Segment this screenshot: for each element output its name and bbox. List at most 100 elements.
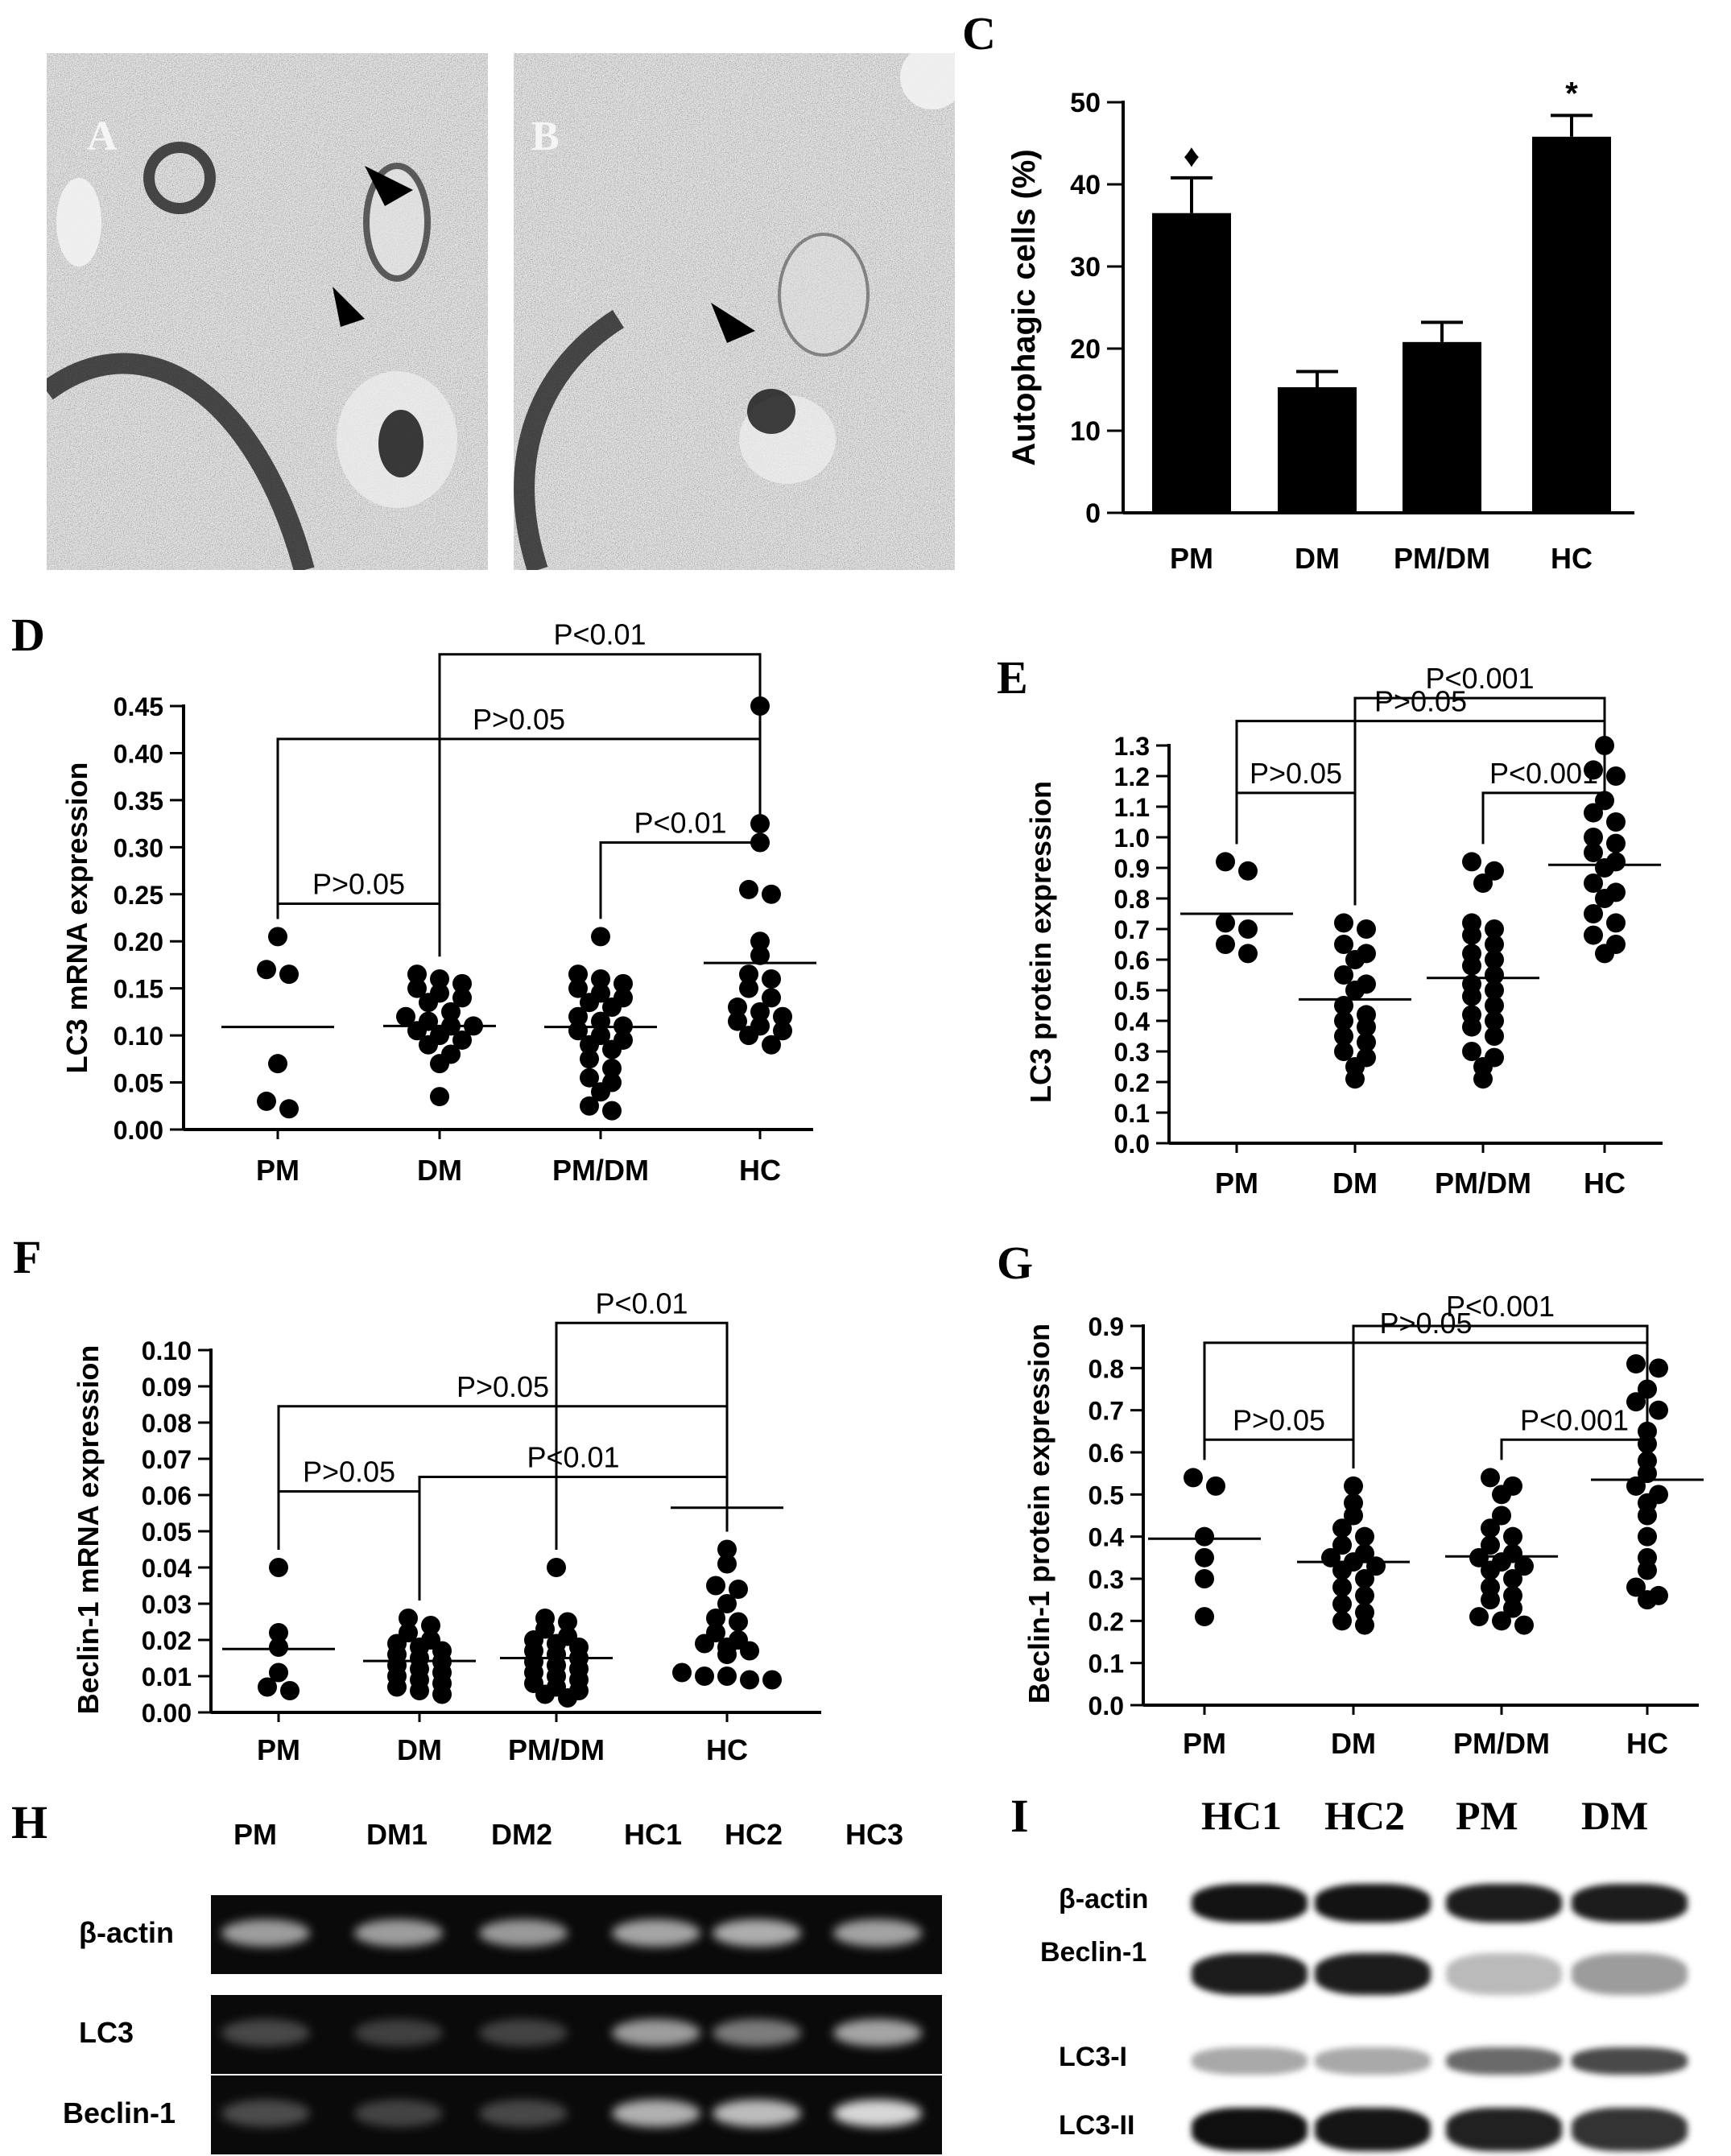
f-data-point xyxy=(695,1634,714,1654)
g-data-point xyxy=(1492,1505,1511,1526)
panel-label-d: D xyxy=(11,609,45,661)
g-data-point xyxy=(1355,1569,1374,1588)
g-significance-bracket xyxy=(1352,1324,1649,1468)
panel-label-i: I xyxy=(1010,1790,1029,1842)
e-data-point xyxy=(1485,935,1504,954)
d-p-value-label: P>0.05 xyxy=(312,867,405,900)
g-p-value-label: P>0.05 xyxy=(1233,1403,1325,1436)
gel-row-label: LC3 xyxy=(79,2016,134,2049)
e-data-point xyxy=(1216,913,1235,933)
d-significance-bracket xyxy=(599,688,762,919)
e-y-tick-label: 0.2 xyxy=(1114,1068,1150,1097)
g-y-tick-label: 0.7 xyxy=(1089,1397,1124,1426)
c-significance-marker: ♦ xyxy=(1184,138,1200,174)
e-significance-bracket xyxy=(1235,791,1357,906)
gel-lane-label: HC3 xyxy=(845,1818,904,1851)
d-data-point xyxy=(568,964,588,985)
g-data-point xyxy=(1332,1594,1352,1614)
e-p-value-label: P<0.001 xyxy=(1489,757,1598,790)
d-y-tick-label: 0.35 xyxy=(114,787,163,816)
e-data-point xyxy=(1584,843,1603,862)
d-data-point xyxy=(568,978,588,998)
c-bar xyxy=(1278,386,1357,513)
e-data-point xyxy=(1584,828,1603,847)
e-y-tick-label: 1.3 xyxy=(1114,732,1150,761)
g-p-value-label: P<0.001 xyxy=(1520,1403,1629,1436)
gel-strip xyxy=(211,1895,942,1974)
d-data-point xyxy=(773,1021,792,1041)
e-data-point xyxy=(1595,791,1614,811)
c-y-tick-label: 10 xyxy=(1070,416,1101,447)
blot-band xyxy=(1315,1953,1431,1995)
e-data-point xyxy=(1606,812,1626,832)
f-data-point xyxy=(762,1670,782,1690)
e-y-tick-label: 0.1 xyxy=(1114,1099,1150,1128)
e-p-value-label: P>0.05 xyxy=(1374,685,1467,718)
e-data-point xyxy=(1345,950,1365,969)
f-p-value-label: P>0.05 xyxy=(303,1456,395,1489)
blot-band xyxy=(1572,2108,1688,2151)
g-data-point xyxy=(1514,1556,1534,1576)
c-x-tick-label: HC xyxy=(1551,542,1593,575)
g-significance-bracket xyxy=(1203,1438,1355,1468)
gel-lane-label: DM2 xyxy=(491,1818,553,1851)
g-p-value-label: P>0.05 xyxy=(1379,1307,1472,1340)
gel-band xyxy=(479,2100,568,2127)
g-data-point xyxy=(1355,1526,1374,1547)
f-x-tick-label: DM xyxy=(397,1733,442,1766)
g-y-tick-label: 0.2 xyxy=(1089,1607,1124,1636)
e-data-point xyxy=(1238,919,1258,939)
gel-band xyxy=(354,2100,443,2127)
f-x-tick-label: PM/DM xyxy=(508,1733,605,1766)
e-data-point xyxy=(1334,996,1353,1015)
e-data-point xyxy=(1473,874,1493,893)
arrowhead-a1 xyxy=(365,166,413,206)
e-data-point xyxy=(1485,919,1504,939)
f-y-tick-label: 0.04 xyxy=(142,1554,192,1583)
f-data-point xyxy=(717,1554,737,1574)
gel-band xyxy=(479,2019,568,2047)
d-data-point xyxy=(602,1039,622,1059)
g-data-point xyxy=(1195,1569,1214,1588)
g-y-tick-label: 0.4 xyxy=(1089,1523,1125,1552)
e-data-point xyxy=(1334,1042,1353,1061)
d-y-tick-label: 0.05 xyxy=(114,1069,163,1098)
e-data-point xyxy=(1238,944,1258,964)
e-data-point xyxy=(1462,986,1481,1006)
g-y-tick-label: 0.0 xyxy=(1089,1691,1124,1720)
e-data-point xyxy=(1357,1032,1376,1052)
blot-band xyxy=(1192,1953,1308,1995)
gel-band xyxy=(354,1919,443,1947)
blot-band xyxy=(1315,1884,1431,1923)
g-data-point xyxy=(1638,1505,1657,1526)
gel-lane-label: HC2 xyxy=(725,1818,783,1851)
e-data-point xyxy=(1462,852,1481,872)
c-y-tick-label: 20 xyxy=(1070,334,1101,365)
f-data-point xyxy=(387,1677,407,1697)
f-data-point xyxy=(547,1558,566,1577)
e-data-point xyxy=(1584,904,1603,923)
c-bar xyxy=(1532,136,1611,513)
f-y-tick-label: 0.03 xyxy=(142,1590,192,1619)
g-data-point xyxy=(1469,1607,1489,1627)
e-data-point xyxy=(1584,760,1603,780)
blot-row-label: LC3-I xyxy=(1059,2042,1127,2072)
f-data-point xyxy=(269,1638,288,1657)
gel-band xyxy=(833,2100,922,2127)
f-data-point xyxy=(432,1684,452,1704)
em-image-a: A xyxy=(47,53,488,570)
e-data-point xyxy=(1334,935,1353,954)
e-y-tick-label: 0.8 xyxy=(1114,885,1150,914)
e-y-tick-label: 1.0 xyxy=(1114,824,1150,853)
e-data-point xyxy=(1345,1069,1365,1089)
d-data-point xyxy=(602,1101,622,1121)
d-y-tick-label: 0.00 xyxy=(114,1116,163,1145)
gel-row-label: Beclin-1 xyxy=(63,2096,176,2129)
d-data-point xyxy=(407,978,427,998)
gel-band xyxy=(713,1919,801,1947)
d-data-point xyxy=(580,1068,599,1088)
blot-band xyxy=(1572,1884,1688,1923)
blot-band xyxy=(1446,2108,1562,2151)
g-data-point xyxy=(1481,1518,1500,1539)
d-data-point xyxy=(407,964,427,985)
